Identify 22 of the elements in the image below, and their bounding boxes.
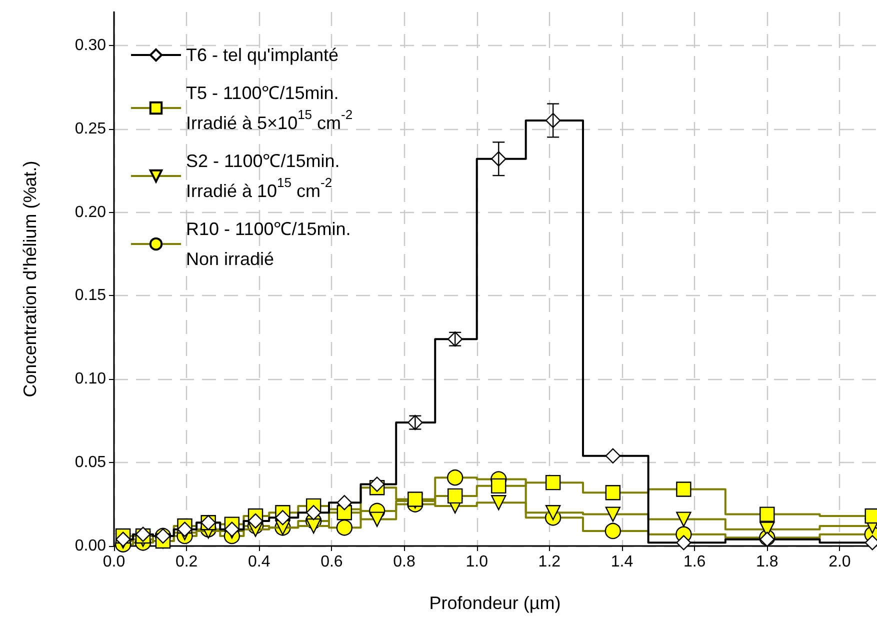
y-tick-label: 0.10 — [74, 370, 106, 388]
x-tick-label: 0.8 — [393, 554, 416, 570]
x-tick-label: 0.6 — [320, 554, 343, 570]
x-tick-label: 0.0 — [102, 554, 126, 570]
x-axis-title: Profondeur (µm) — [429, 593, 561, 613]
legend-label: R10 - 1100℃/15min. Non irradié — [186, 219, 351, 269]
y-axis-title: Concentration d'hélium (%at.) — [20, 160, 40, 398]
x-tick-label: 2.0 — [828, 554, 851, 570]
y-tick-label: 0.20 — [74, 204, 106, 221]
x-tick-label: 0.4 — [248, 554, 270, 570]
x-tick-label: 0.2 — [175, 554, 198, 570]
legend-label: T6 - tel qu'implanté — [186, 45, 339, 65]
y-tick-label: 0.25 — [74, 120, 106, 138]
x-tick-label: 1.4 — [610, 554, 634, 570]
x-tick-label: 1.2 — [538, 554, 561, 570]
x-tick-label: 1.8 — [756, 554, 778, 570]
y-tick-label: 0.30 — [74, 36, 106, 54]
y-tick-label: 0.15 — [74, 287, 106, 304]
y-tick-label: 0.00 — [74, 538, 106, 554]
x-tick-label: 1.0 — [466, 554, 488, 570]
y-tick-label: 0.05 — [74, 454, 106, 472]
x-tick-label: 1.6 — [683, 554, 706, 570]
